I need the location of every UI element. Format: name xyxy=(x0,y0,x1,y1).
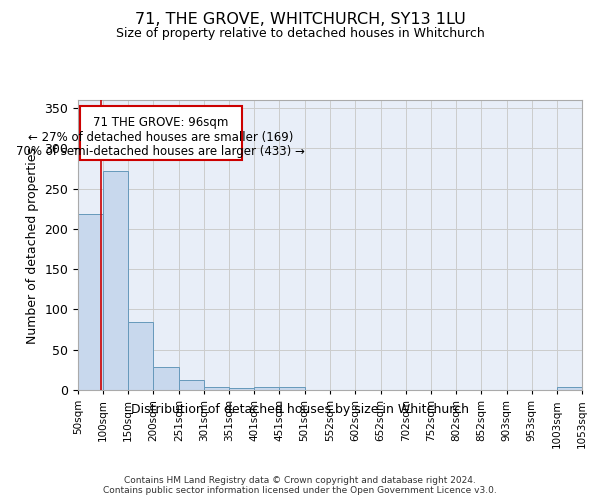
Bar xyxy=(154,366,179,390)
Bar xyxy=(204,387,229,390)
Text: Distribution of detached houses by size in Whitchurch: Distribution of detached houses by size … xyxy=(131,402,469,415)
Text: ← 27% of detached houses are smaller (169): ← 27% of detached houses are smaller (16… xyxy=(28,130,293,143)
Bar xyxy=(557,387,582,390)
FancyBboxPatch shape xyxy=(80,106,242,160)
Bar xyxy=(128,322,154,390)
Y-axis label: Number of detached properties: Number of detached properties xyxy=(26,146,39,344)
Bar xyxy=(254,387,280,390)
Bar xyxy=(103,171,128,390)
Text: 71, THE GROVE, WHITCHURCH, SY13 1LU: 71, THE GROVE, WHITCHURCH, SY13 1LU xyxy=(134,12,466,28)
Bar xyxy=(280,387,305,390)
Bar xyxy=(78,214,103,390)
Text: Contains HM Land Registry data © Crown copyright and database right 2024.
Contai: Contains HM Land Registry data © Crown c… xyxy=(103,476,497,495)
Bar xyxy=(179,380,204,390)
Text: 70% of semi-detached houses are larger (433) →: 70% of semi-detached houses are larger (… xyxy=(16,145,305,158)
Bar xyxy=(229,388,254,390)
Text: Size of property relative to detached houses in Whitchurch: Size of property relative to detached ho… xyxy=(116,28,484,40)
Text: 71 THE GROVE: 96sqm: 71 THE GROVE: 96sqm xyxy=(93,116,229,129)
